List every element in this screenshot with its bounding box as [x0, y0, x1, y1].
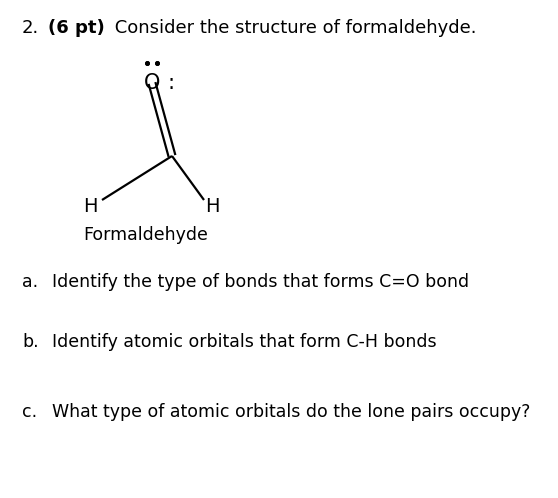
Text: H: H — [205, 197, 219, 216]
Text: c.: c. — [22, 403, 37, 421]
Text: Identify the type of bonds that forms C=O bond: Identify the type of bonds that forms C=… — [52, 273, 469, 291]
Text: Identify atomic orbitals that form C-H bonds: Identify atomic orbitals that form C-H b… — [52, 333, 436, 351]
Text: a.: a. — [22, 273, 38, 291]
Text: :: : — [167, 73, 175, 93]
Text: Formaldehyde: Formaldehyde — [83, 226, 208, 244]
Text: Consider the structure of formaldehyde.: Consider the structure of formaldehyde. — [109, 19, 477, 37]
Text: H: H — [83, 197, 97, 216]
Text: 2.: 2. — [22, 19, 39, 37]
Text: b.: b. — [22, 333, 39, 351]
Text: O: O — [144, 73, 160, 93]
Text: What type of atomic orbitals do the lone pairs occupy?: What type of atomic orbitals do the lone… — [52, 403, 530, 421]
Text: (6 pt): (6 pt) — [48, 19, 105, 37]
